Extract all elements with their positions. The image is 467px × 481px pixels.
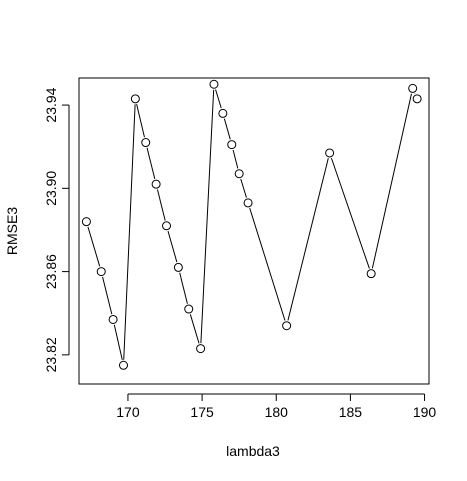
data-point: [325, 148, 335, 158]
y-tick-label: 23.90: [43, 171, 59, 206]
data-point: [408, 83, 418, 93]
series-segment: [249, 207, 286, 321]
data-point: [234, 169, 244, 179]
series-segment: [240, 178, 247, 198]
x-tick-label: 185: [339, 404, 363, 420]
x-tick-label: 180: [265, 404, 289, 420]
x-tick-label: 190: [413, 404, 437, 420]
series-layer: [81, 79, 422, 370]
data-point: [227, 140, 237, 150]
x-tick-label: 170: [116, 404, 140, 420]
y-axis-label: RMSE3: [4, 207, 20, 255]
series-segment: [167, 230, 178, 263]
x-axis-label: lambda3: [226, 443, 280, 459]
y-tick-label: 23.86: [43, 254, 59, 289]
series-segment: [232, 149, 239, 169]
series-segment: [223, 118, 231, 140]
series-segment: [371, 93, 412, 269]
series-segment: [87, 226, 101, 267]
x-tick-label: 175: [190, 404, 214, 420]
series-segment: [156, 189, 166, 221]
data-point: [173, 262, 183, 272]
series-segment: [189, 314, 200, 344]
series-segment: [113, 324, 123, 361]
plot-frame: [78, 77, 430, 385]
series-segment: [287, 158, 329, 321]
series-segment: [146, 147, 156, 179]
data-point: [81, 217, 91, 227]
data-point: [141, 138, 151, 148]
data-point: [130, 94, 140, 104]
series-segment: [215, 89, 222, 109]
data-point: [218, 108, 228, 118]
data-point: [282, 321, 292, 331]
data-point: [96, 267, 106, 277]
data-point: [184, 304, 194, 314]
data-point: [412, 94, 422, 104]
data-point: [108, 314, 118, 324]
data-point: [151, 179, 161, 189]
series-segment: [136, 104, 145, 138]
data-point: [118, 360, 128, 370]
data-point: [366, 269, 376, 279]
series-segment: [200, 89, 215, 344]
series-segment: [102, 276, 113, 315]
y-tick-label: 23.94: [43, 87, 59, 122]
data-point: [196, 344, 206, 354]
y-tick-label: 23.82: [43, 337, 59, 372]
data-point: [209, 79, 219, 89]
series-segment: [179, 272, 188, 304]
series-segment: [123, 104, 136, 360]
series-segment: [330, 157, 370, 269]
axes: 170 175 180 185 190 23.82 23.86 23.90 23.94: [43, 77, 437, 420]
data-point: [243, 198, 253, 208]
data-point: [162, 221, 171, 231]
